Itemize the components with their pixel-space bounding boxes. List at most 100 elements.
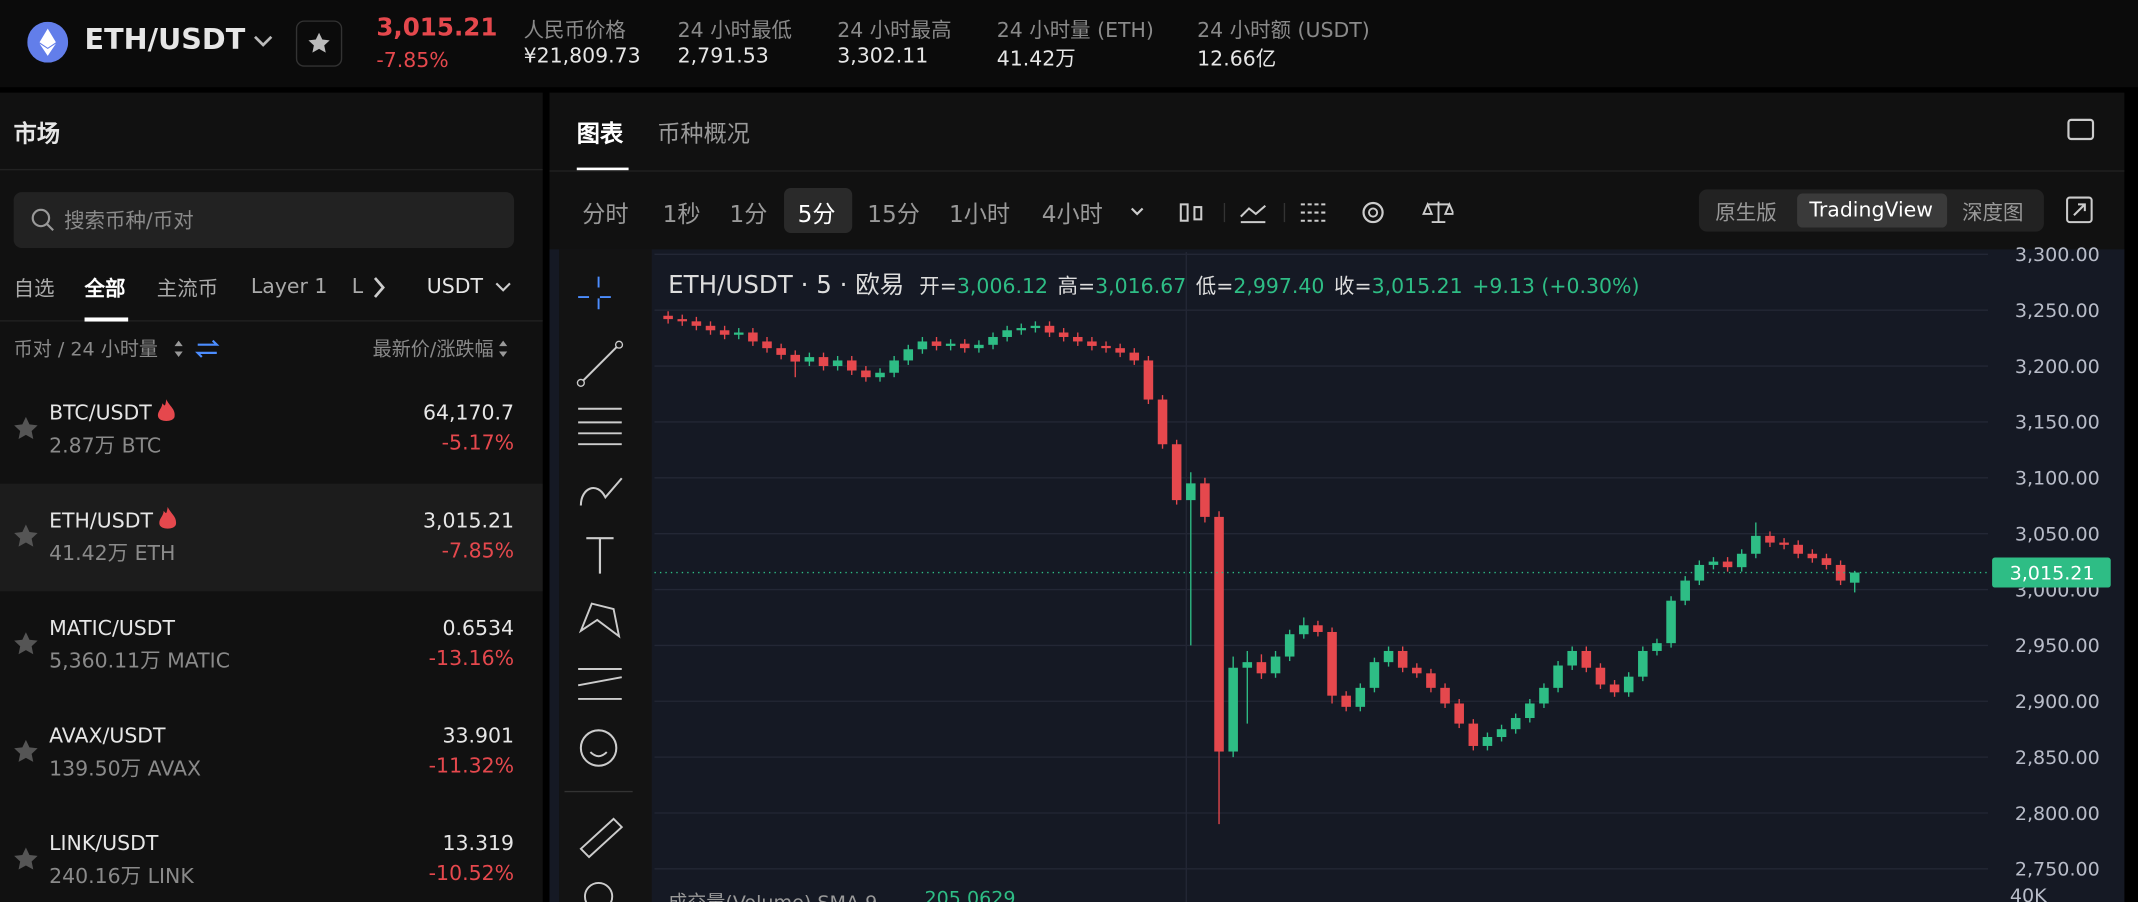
chart-tools[interactable] xyxy=(1126,200,1454,225)
stat-label: 24 小时量 (ETH) xyxy=(996,17,1154,43)
ohlc-label: 低= xyxy=(1195,273,1234,299)
market-tab[interactable]: 主流币 xyxy=(156,276,219,302)
interval[interactable]: 分时 xyxy=(582,201,629,229)
legend-change: +9.13 (+0.30%) xyxy=(1472,273,1640,299)
view-option[interactable]: 原生版 xyxy=(1715,200,1777,225)
expand-button[interactable] xyxy=(2064,195,2094,225)
candle-body xyxy=(663,315,673,320)
candle-body xyxy=(748,332,758,342)
candle-body xyxy=(1751,535,1761,554)
candle-body xyxy=(846,360,857,371)
col-right-header[interactable]: 最新价/涨跌幅 xyxy=(372,339,494,362)
row-change: -5.17% xyxy=(441,430,515,456)
row-pair[interactable]: ETH/USDT xyxy=(49,508,153,533)
last-price-label: 3,015.21 xyxy=(2010,562,2095,584)
main-tab[interactable]: 币种概况 xyxy=(657,121,750,149)
volume-label: 成交量(Volume) SMA 9 xyxy=(668,888,877,902)
candle-body xyxy=(1482,737,1493,746)
market-tab[interactable]: L xyxy=(351,273,364,299)
candle-body xyxy=(1454,703,1464,724)
ohlc-value: 2,997.40 xyxy=(1233,273,1325,299)
candle-body xyxy=(1468,723,1479,746)
candle-body xyxy=(1835,564,1846,581)
row-pair[interactable]: BTC/USDT xyxy=(49,400,152,426)
interval[interactable]: 1分 xyxy=(729,201,768,229)
row-favorite[interactable] xyxy=(12,846,39,873)
y-tick-label: 2,950.00 xyxy=(2015,635,2100,657)
legend-title: ETH/USDT · 5 · 欧易 xyxy=(668,271,905,300)
candle-body xyxy=(1129,352,1140,361)
row-volume: 139.50万 AVAX xyxy=(49,756,201,781)
candle-body xyxy=(762,341,772,349)
y-tick-label: 3,050.00 xyxy=(2015,523,2100,545)
stat-value: 12.66亿 xyxy=(1197,46,1277,71)
candle-body xyxy=(861,370,871,378)
col-left-header[interactable]: 币对 / 24 小时量 xyxy=(13,339,159,362)
crosshair-tool[interactable] xyxy=(578,276,620,318)
candle-body xyxy=(1736,553,1747,568)
market-tab[interactable]: 自选 xyxy=(13,276,55,302)
row-volume: 2.87万 BTC xyxy=(49,433,162,458)
candle-body xyxy=(1821,558,1832,565)
candle-body xyxy=(1369,662,1380,688)
row-price: 0.6534 xyxy=(442,615,515,641)
candle-body xyxy=(1652,643,1662,651)
header-change: -7.85% xyxy=(376,47,449,73)
fullscreen-toggle[interactable] xyxy=(2064,116,2097,143)
market-tab[interactable]: 全部 xyxy=(84,276,126,302)
quote-select[interactable]: USDT xyxy=(426,273,483,299)
candle-body xyxy=(1327,631,1337,696)
candle-body xyxy=(1270,656,1281,674)
row-pair[interactable]: MATIC/USDT xyxy=(49,615,176,641)
candle-body xyxy=(1666,600,1676,644)
row-pair[interactable]: AVAX/USDT xyxy=(49,723,166,749)
row-favorite[interactable] xyxy=(12,416,39,443)
interval[interactable]: 4小时 xyxy=(1041,201,1103,229)
pair-title[interactable]: ETH/USDT xyxy=(84,23,246,56)
quote-dropdown[interactable] xyxy=(494,281,513,295)
y-tick-label: 3,200.00 xyxy=(2015,356,2100,378)
row-favorite[interactable] xyxy=(12,631,39,658)
interval[interactable]: 5分 xyxy=(797,201,836,229)
candle-body xyxy=(776,348,786,355)
search-box[interactable]: 搜索币种/币对 xyxy=(13,192,515,248)
candle-body xyxy=(790,354,801,362)
favorite-button[interactable] xyxy=(295,20,343,67)
view-option[interactable]: 深度图 xyxy=(1962,200,2024,225)
stat-value: 3,302.11 xyxy=(837,43,929,69)
candle-body xyxy=(1793,544,1803,554)
interval-active-bg xyxy=(784,188,853,233)
ohlc-value: 3,006.12 xyxy=(956,273,1048,299)
sort-swap-icons[interactable] xyxy=(173,337,228,362)
sort-icon[interactable] xyxy=(498,337,512,362)
row-change: -13.16% xyxy=(428,645,515,671)
candle-body xyxy=(1200,483,1210,517)
interval[interactable]: 15分 xyxy=(867,201,920,229)
candle-body xyxy=(931,341,942,346)
tabs-next[interactable] xyxy=(370,275,389,300)
candle-body xyxy=(1397,650,1408,668)
candle-body xyxy=(719,330,730,335)
candle-body xyxy=(959,343,970,349)
row-highlight xyxy=(0,483,543,592)
row-favorite[interactable] xyxy=(12,523,39,550)
interval[interactable]: 1秒 xyxy=(662,201,701,229)
main-tab[interactable]: 图表 xyxy=(576,121,624,149)
row-pair[interactable]: LINK/USDT xyxy=(49,831,159,856)
candle-body xyxy=(818,357,829,367)
active-tab-underline xyxy=(576,167,629,171)
market-tab[interactable]: Layer 1 xyxy=(250,273,328,299)
candle-body xyxy=(1694,564,1705,581)
row-change: -7.85% xyxy=(441,538,515,563)
stat-value: 41.42万 xyxy=(996,46,1076,71)
pair-dropdown[interactable] xyxy=(252,33,274,49)
row-favorite[interactable] xyxy=(12,738,39,765)
row-volume: 41.42万 ETH xyxy=(49,540,176,566)
y-tick-label: 2,850.00 xyxy=(2015,747,2100,769)
candle-body xyxy=(1030,325,1041,329)
view-option[interactable]: TradingView xyxy=(1809,197,1933,223)
chart-legend: ETH/USDT · 5 · 欧易 开=3,006.12 高=3,016.67 低=2… xyxy=(668,266,1639,301)
interval[interactable]: 1小时 xyxy=(949,201,1011,229)
y-tick-label: 3,300.00 xyxy=(2015,244,2100,266)
